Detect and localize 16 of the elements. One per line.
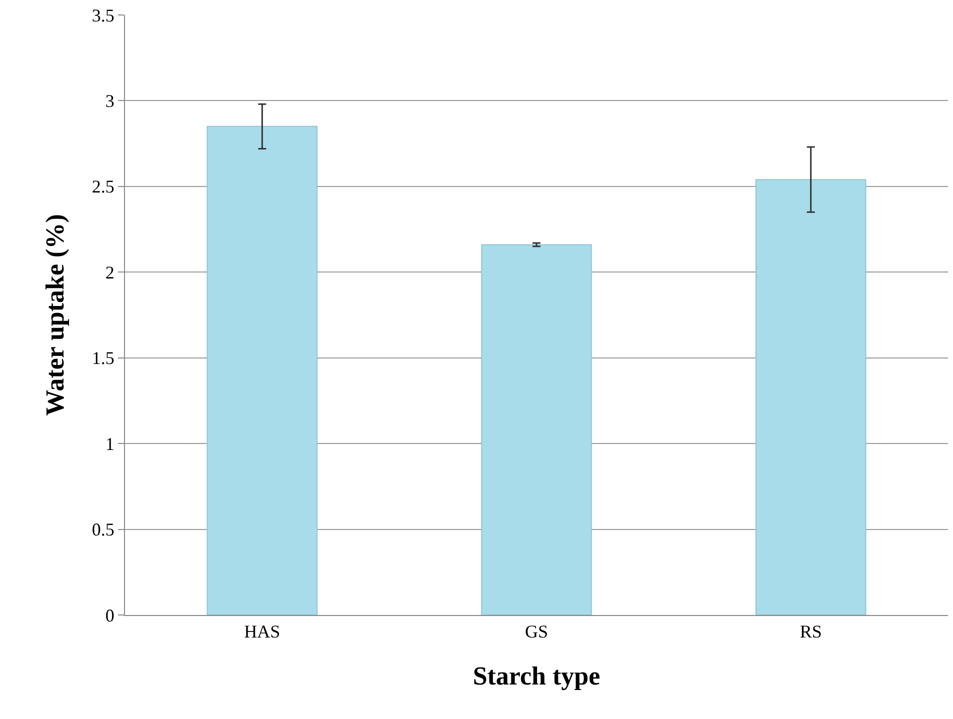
- bar: [206, 126, 318, 615]
- x-tick-label: GS: [524, 622, 548, 642]
- x-tick-label: HAS: [244, 622, 280, 642]
- y-tick-label: 2: [105, 262, 114, 282]
- y-axis-title: Water uptake (%): [40, 214, 70, 416]
- y-tick-label: 0.5: [92, 520, 114, 540]
- bar: [481, 244, 592, 615]
- y-tick-label: 1: [105, 434, 114, 454]
- x-tick-label: RS: [800, 622, 822, 642]
- y-tick-label: 1.5: [92, 348, 114, 368]
- x-axis-title: Starch type: [472, 661, 600, 690]
- y-tick-label: 0: [105, 605, 114, 626]
- y-tick-label: 2.5: [92, 176, 114, 197]
- y-tick-label: 3: [105, 91, 114, 112]
- y-tick-label: 3.5: [92, 5, 114, 26]
- bar: [755, 179, 866, 615]
